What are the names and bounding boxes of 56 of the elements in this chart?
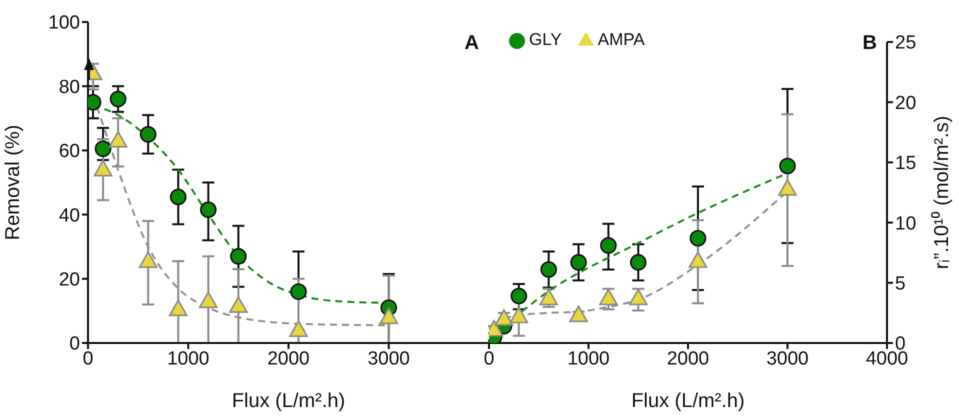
x-axis-title: Flux (L/m².h) [232, 390, 346, 412]
x-axis-title: Flux (L/m².h) [631, 390, 745, 412]
y-axis-title: rᵢ”.10¹⁰ (mol/m².s) [930, 116, 954, 270]
y-tick-label: 80 [58, 76, 80, 98]
point [229, 296, 248, 313]
y-tick-label: 5 [895, 274, 906, 295]
x-tick-label: 0 [82, 348, 94, 370]
y-tick-label: 60 [58, 141, 80, 162]
point [199, 291, 218, 308]
point [570, 254, 587, 271]
point [778, 179, 797, 196]
point [289, 320, 308, 337]
x-tick-label: 2000 [267, 348, 310, 370]
point [170, 188, 187, 206]
y-tick-label: 20 [895, 92, 916, 114]
point [168, 299, 188, 316]
point [630, 254, 647, 271]
x-tick-label: 0 [484, 348, 494, 370]
point [628, 288, 648, 306]
point [379, 308, 398, 324]
y-tick-label: 15 [895, 153, 916, 174]
point [599, 288, 618, 306]
point [510, 288, 528, 304]
point [140, 126, 156, 143]
point [600, 237, 617, 254]
x-tick-label: 2000 [666, 348, 710, 370]
annotation: A [464, 32, 479, 55]
x-tick-label: 3000 [368, 348, 410, 370]
x-tick-label: 1000 [567, 348, 610, 370]
y-tick-label: 10 [895, 213, 916, 234]
point [138, 251, 158, 268]
point [230, 248, 247, 265]
y-tick-label: 40 [58, 205, 80, 226]
point [510, 306, 528, 324]
x-tick-label: 3000 [766, 348, 809, 370]
point [779, 158, 796, 174]
point [494, 309, 514, 326]
point [290, 283, 307, 300]
point [108, 130, 128, 148]
y-tick-label: 25 [895, 32, 916, 54]
point [569, 306, 588, 322]
y-tick-label: 20 [58, 270, 80, 291]
point [200, 201, 217, 218]
point [540, 261, 557, 278]
y-tick-label: 100 [48, 12, 80, 34]
point [690, 230, 706, 247]
legend-label: AMPA [598, 30, 645, 49]
y-tick-label: 0 [69, 334, 80, 355]
point [688, 251, 708, 268]
point [110, 90, 126, 108]
annotation: B [862, 32, 877, 55]
legend-label: GLY [529, 30, 562, 49]
y-axis-title: Removal (%) [2, 124, 24, 240]
point [94, 140, 112, 158]
x-tick-label: 1000 [167, 348, 210, 370]
point [94, 160, 112, 176]
